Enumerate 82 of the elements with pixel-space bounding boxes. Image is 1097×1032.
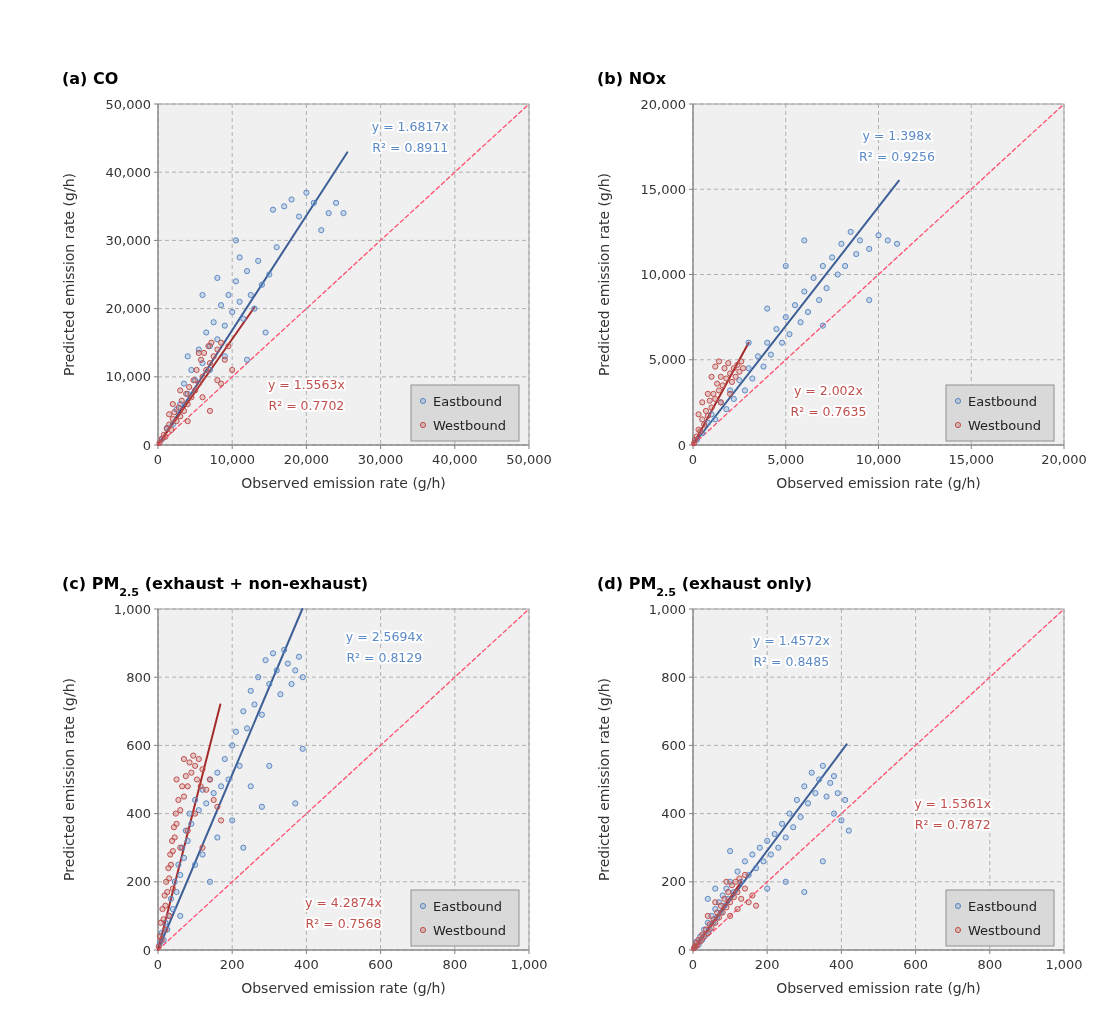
annotation: y = 1.4572x (752, 632, 830, 648)
y-tick-label: 10,000 (105, 369, 151, 385)
y-axis-title: Predicted emission rate (g/h) (596, 173, 612, 376)
x-tick-label: 800 (977, 957, 1003, 972)
x-tick-label: 0 (153, 957, 163, 972)
chart-title: (c) PM$_{2.5}$ (exhaust + non-exhaust) (62, 574, 369, 599)
y-tick-label: 600 (661, 737, 686, 753)
y-tick-label: 400 (126, 806, 151, 822)
y-tick-label: 10,000 (640, 267, 686, 282)
annotation: R² = 0.8129 (346, 650, 423, 666)
annotation: y = 2.5694x (345, 629, 423, 645)
legend-label: Eastbound (968, 899, 1037, 914)
y-tick-label: 50,000 (105, 96, 151, 112)
annotation: R² = 0.8485 (753, 653, 830, 669)
x-tick-label: 10,000 (855, 452, 902, 467)
annotation: y = 1.398x (862, 127, 932, 143)
y-tick-label: 20,000 (105, 301, 151, 317)
x-tick-label: 30,000 (357, 452, 404, 467)
annotation: R² = 0.7872 (914, 817, 991, 833)
legend-label: Eastbound (433, 899, 502, 914)
legend-label: Westbound (433, 923, 506, 938)
y-tick-label: 30,000 (105, 232, 151, 248)
x-tick-label: 0 (688, 452, 698, 467)
y-axis-title: Predicted emission rate (g/h) (61, 678, 77, 881)
x-tick-label: 0 (153, 452, 163, 467)
x-tick-label: 50,000 (506, 452, 552, 467)
y-tick-label: 20,000 (640, 96, 686, 112)
x-axis-title: Observed emission rate (g/h) (776, 980, 981, 996)
legend-label: Westbound (968, 418, 1041, 433)
x-tick-label: 200 (754, 957, 780, 972)
x-tick-label: 15,000 (948, 452, 994, 467)
y-tick-label: 200 (126, 874, 151, 890)
y-axis-title: Predicted emission rate (g/h) (596, 678, 612, 881)
x-tick-label: 20,000 (1041, 452, 1087, 467)
y-tick-label: 800 (661, 669, 686, 685)
x-tick-label: 600 (368, 957, 394, 972)
y-tick-label: 5,000 (648, 352, 686, 368)
y-axis-title: Predicted emission rate (g/h) (61, 173, 77, 376)
y-tick-label: 0 (677, 942, 686, 958)
annotation: y = 1.5563x (267, 376, 345, 392)
annotation: R² = 0.8911 (372, 140, 449, 156)
legend-label: Eastbound (433, 394, 502, 409)
x-tick-label: 1,000 (1045, 957, 1083, 972)
y-tick-label: 200 (661, 874, 686, 890)
annotation: y = 2.002x (793, 383, 863, 399)
x-tick-label: 0 (688, 957, 698, 972)
x-tick-label: 1,000 (510, 957, 548, 972)
legend-label: Westbound (968, 923, 1041, 938)
x-tick-label: 5,000 (767, 452, 805, 467)
x-tick-label: 40,000 (432, 452, 478, 467)
y-tick-label: 40,000 (105, 164, 151, 180)
annotation: R² = 0.7635 (790, 404, 867, 420)
x-tick-label: 800 (442, 957, 468, 972)
y-tick-label: 0 (142, 942, 151, 958)
chart-title: (d) PM$_{2.5}$ (exhaust only) (597, 574, 813, 599)
annotation: R² = 0.9256 (859, 148, 936, 164)
annotation: y = 4.2874x (305, 895, 382, 911)
x-tick-label: 400 (828, 957, 854, 972)
y-tick-label: 1,000 (113, 601, 151, 617)
annotation: R² = 0.7568 (305, 916, 382, 932)
x-tick-label: 10,000 (209, 452, 255, 467)
y-tick-label: 800 (126, 669, 151, 685)
x-tick-label: 20,000 (283, 452, 330, 467)
annotation: y = 1.6817x (371, 119, 449, 135)
y-tick-label: 600 (126, 737, 151, 753)
legend-label: Westbound (433, 418, 506, 433)
y-tick-label: 0 (677, 437, 686, 453)
x-tick-label: 600 (903, 957, 929, 972)
annotation: y = 1.5361x (914, 796, 992, 812)
y-tick-label: 1,000 (648, 601, 686, 617)
annotation: R² = 0.7702 (268, 397, 345, 413)
x-tick-label: 200 (219, 957, 245, 972)
y-tick-label: 0 (142, 437, 151, 453)
x-axis-title: Observed emission rate (g/h) (241, 475, 446, 491)
y-tick-label: 15,000 (640, 181, 686, 197)
y-tick-label: 400 (661, 806, 686, 822)
legend-label: Eastbound (968, 394, 1037, 409)
chart-title: (a) CO (62, 69, 119, 88)
x-axis-title: Observed emission rate (g/h) (241, 980, 446, 996)
x-tick-label: 400 (293, 957, 319, 972)
chart-title: (b) NOx (597, 69, 667, 88)
x-axis-title: Observed emission rate (g/h) (776, 475, 981, 491)
